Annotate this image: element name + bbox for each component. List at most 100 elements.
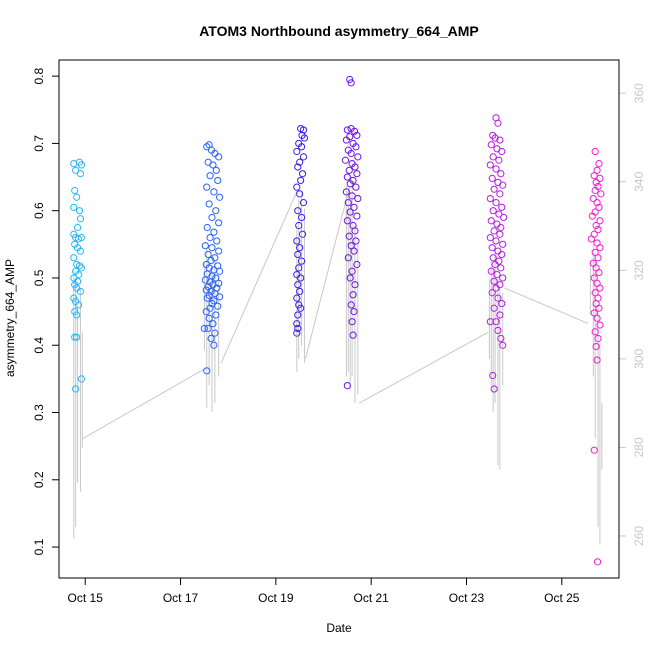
outlier-point-s0-3 xyxy=(73,333,81,341)
y-tick-label-0: 0.1 xyxy=(32,538,46,555)
data-point-s2-6 xyxy=(293,147,301,156)
data-point-s1-49 xyxy=(214,302,222,310)
data-point-s2-25 xyxy=(297,274,305,282)
data-point-s3-7 xyxy=(352,143,360,151)
data-point-s0-1 xyxy=(72,166,80,174)
plot-frame xyxy=(58,59,620,579)
data-point-s5-7 xyxy=(591,186,599,195)
outlier-point-s2-0 xyxy=(293,329,301,337)
data-point-s0-28 xyxy=(76,287,85,296)
data-point-s3-31 xyxy=(352,237,360,245)
data-point-s1-45 xyxy=(216,293,224,301)
y-tick-label-2: 0.3 xyxy=(32,404,46,421)
data-point-s5-4 xyxy=(596,174,604,182)
data-point-s4-52 xyxy=(497,334,505,343)
y-tick-label-4: 0.5 xyxy=(32,269,46,286)
data-point-s0-14 xyxy=(77,234,86,242)
data-point-s4-35 xyxy=(489,254,497,262)
data-point-s4-38 xyxy=(497,264,505,272)
data-point-s1-21 xyxy=(201,242,209,250)
x-tick-label-5: Oct 25 xyxy=(544,591,580,605)
data-point-s1-14 xyxy=(212,207,220,215)
x-tick-label-1: Oct 17 xyxy=(163,591,199,605)
data-point-s1-19 xyxy=(206,234,214,242)
data-point-s5-14 xyxy=(596,217,604,225)
data-point-s4-32 xyxy=(488,244,496,252)
data-point-s4-47 xyxy=(498,299,506,308)
y-axis-label: asymmetry_664_AMP xyxy=(3,259,17,377)
data-point-s3-14 xyxy=(345,166,353,174)
data-point-s5-36 xyxy=(591,328,599,336)
data-point-s2-17 xyxy=(295,221,303,230)
secondary-y-tick-label-2: 300 xyxy=(632,349,646,369)
data-point-s4-1 xyxy=(494,119,502,127)
data-point-s4-49 xyxy=(496,311,504,319)
data-point-s4-22 xyxy=(495,210,503,218)
data-point-s2-16 xyxy=(297,213,306,222)
data-point-s1-4 xyxy=(215,153,223,161)
data-point-s2-13 xyxy=(296,190,304,198)
data-point-s0-18 xyxy=(70,254,78,262)
data-point-s1-24 xyxy=(204,250,212,259)
data-point-s3-39 xyxy=(349,291,357,299)
data-point-s3-27 xyxy=(343,217,351,225)
data-point-s2-8 xyxy=(296,158,304,166)
data-point-s5-33 xyxy=(590,309,598,317)
y-tick-label-6: 0.7 xyxy=(32,135,46,152)
data-point-s2-10 xyxy=(298,170,307,178)
data-point-s3-0 xyxy=(343,126,351,134)
data-point-s2-19 xyxy=(293,237,301,245)
data-point-s1-13 xyxy=(205,200,213,208)
data-point-s3-16 xyxy=(343,173,351,181)
data-point-s3-11 xyxy=(341,156,350,164)
data-point-s3-29 xyxy=(351,227,359,235)
data-point-s4-29 xyxy=(486,234,494,242)
data-point-s3-26 xyxy=(353,212,361,220)
data-point-s1-10 xyxy=(203,183,211,191)
data-point-s3-5 xyxy=(342,136,350,144)
data-point-s5-15 xyxy=(592,221,600,230)
data-point-s1-17 xyxy=(203,223,211,232)
secondary-segment-0 xyxy=(82,367,207,439)
outlier-point-s3-1 xyxy=(347,79,355,87)
data-point-s5-20 xyxy=(596,244,604,252)
data-point-s5-25 xyxy=(595,268,603,277)
data-point-s2-20 xyxy=(296,244,304,252)
y-tick-label-1: 0.2 xyxy=(32,471,46,488)
data-point-s0-31 xyxy=(74,301,83,309)
data-point-s2-15 xyxy=(294,207,302,215)
y-tick-label-7: 0.8 xyxy=(32,67,46,84)
data-point-s0-6 xyxy=(73,193,81,201)
data-point-s4-20 xyxy=(498,203,506,211)
data-point-s1-54 xyxy=(209,320,217,328)
data-point-s2-12 xyxy=(293,183,301,191)
data-point-s5-39 xyxy=(593,356,601,364)
data-point-s4-44 xyxy=(492,284,500,292)
data-point-s1-15 xyxy=(208,213,216,222)
data-point-s1-41 xyxy=(202,286,210,294)
data-point-s5-37 xyxy=(594,334,602,343)
data-point-s1-57 xyxy=(207,334,215,343)
data-point-s4-18 xyxy=(486,194,494,203)
data-point-s1-26 xyxy=(207,256,215,265)
secondary-y-tick-label-5: 360 xyxy=(632,83,646,103)
data-point-s4-45 xyxy=(488,289,496,297)
data-point-s4-21 xyxy=(489,207,497,215)
data-point-s0-10 xyxy=(73,223,82,232)
data-point-s4-12 xyxy=(497,170,505,178)
data-point-s4-13 xyxy=(488,174,496,182)
data-point-s4-11 xyxy=(492,165,500,173)
data-point-s4-42 xyxy=(490,277,498,285)
data-point-s4-39 xyxy=(487,267,495,275)
data-point-s1-7 xyxy=(212,166,220,174)
data-point-s4-5 xyxy=(487,141,495,149)
data-point-s1-53 xyxy=(205,314,213,322)
data-point-s2-31 xyxy=(294,311,302,319)
data-point-s1-23 xyxy=(215,247,223,255)
data-point-s1-52 xyxy=(212,311,220,319)
data-point-s1-55 xyxy=(204,324,212,333)
data-point-s4-27 xyxy=(490,227,498,235)
data-point-s4-41 xyxy=(499,274,507,282)
data-point-s4-3 xyxy=(491,134,499,142)
